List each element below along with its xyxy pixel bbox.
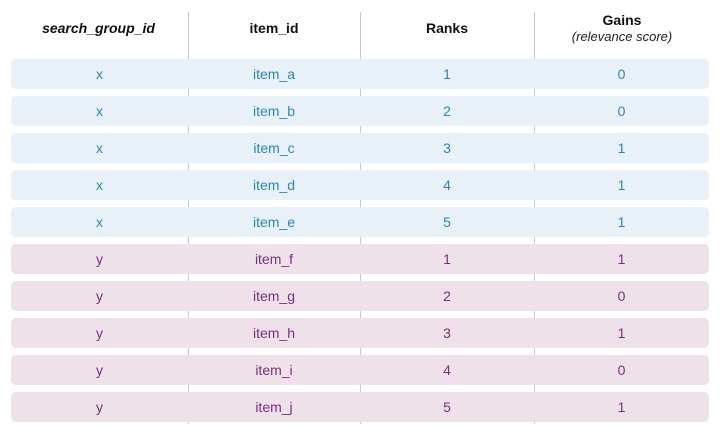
gain-cell: 1 (617, 177, 626, 193)
header-gains: Gains (relevance score) (534, 0, 710, 56)
item-id-cell: item_f (254, 251, 294, 267)
group-cell: y (96, 325, 103, 341)
gain-cell: 1 (617, 140, 626, 156)
table-row: x item_b 2 0 (11, 96, 709, 126)
gain-cell: 0 (617, 66, 626, 82)
table-row: x item_e 5 1 (11, 207, 709, 237)
rank-cell: 5 (443, 214, 451, 230)
group-cell: y (96, 399, 103, 415)
group-cell: y (96, 251, 103, 267)
group-cell: y (96, 288, 103, 304)
rank-cell: 3 (443, 140, 451, 156)
group-cell: x (96, 214, 103, 230)
item-id-cell: item_g (252, 288, 296, 304)
item-id-cell: item_j (255, 399, 293, 415)
rank-cell: 4 (443, 362, 451, 378)
table-row: x item_d 4 1 (11, 170, 709, 200)
group-cell: x (96, 177, 103, 193)
group-cell: y (96, 362, 103, 378)
header-sublabel: (relevance score) (571, 28, 673, 44)
table-row: x item_c 3 1 (11, 133, 709, 163)
group-cell: x (96, 66, 103, 82)
header-label: Ranks (425, 19, 469, 36)
table-row: y item_h 3 1 (11, 318, 709, 348)
header-label: search_group_id (42, 19, 155, 36)
item-id-cell: item_i (255, 362, 293, 378)
rank-cell: 1 (443, 251, 451, 267)
group-cell: x (96, 103, 103, 119)
rank-cell: 2 (443, 288, 451, 304)
item-id-cell: item_b (252, 103, 296, 119)
gain-cell: 1 (617, 214, 626, 230)
item-id-cell: item_c (253, 140, 295, 156)
rank-cell: 5 (443, 399, 451, 415)
table-row: y item_g 2 0 (11, 281, 709, 311)
table-header: search_group_id item_id Ranks Gains (rel… (10, 0, 710, 56)
gain-cell: 0 (617, 103, 626, 119)
header-label: Gains (602, 11, 642, 28)
table-row: y item_i 4 0 (11, 355, 709, 385)
rank-cell: 4 (443, 177, 451, 193)
gain-cell: 1 (617, 325, 626, 341)
item-id-cell: item_a (252, 66, 296, 82)
item-id-cell: item_d (252, 177, 296, 193)
item-id-cell: item_e (252, 214, 296, 230)
item-id-cell: item_h (252, 325, 296, 341)
gain-cell: 0 (617, 288, 626, 304)
rank-cell: 2 (443, 103, 451, 119)
rank-cell: 3 (443, 325, 451, 341)
header-search-group-id: search_group_id (10, 0, 187, 56)
header-ranks: Ranks (360, 0, 534, 56)
group-cell: x (96, 140, 103, 156)
gain-cell: 1 (617, 399, 626, 415)
table-row: y item_j 5 1 (11, 392, 709, 422)
gain-cell: 0 (617, 362, 626, 378)
rank-cell: 1 (443, 66, 451, 82)
table-row: y item_f 1 1 (11, 244, 709, 274)
table-row: x item_a 1 0 (11, 59, 709, 89)
header-label: item_id (249, 19, 299, 36)
gain-cell: 1 (617, 251, 626, 267)
header-item-id: item_id (188, 0, 360, 56)
